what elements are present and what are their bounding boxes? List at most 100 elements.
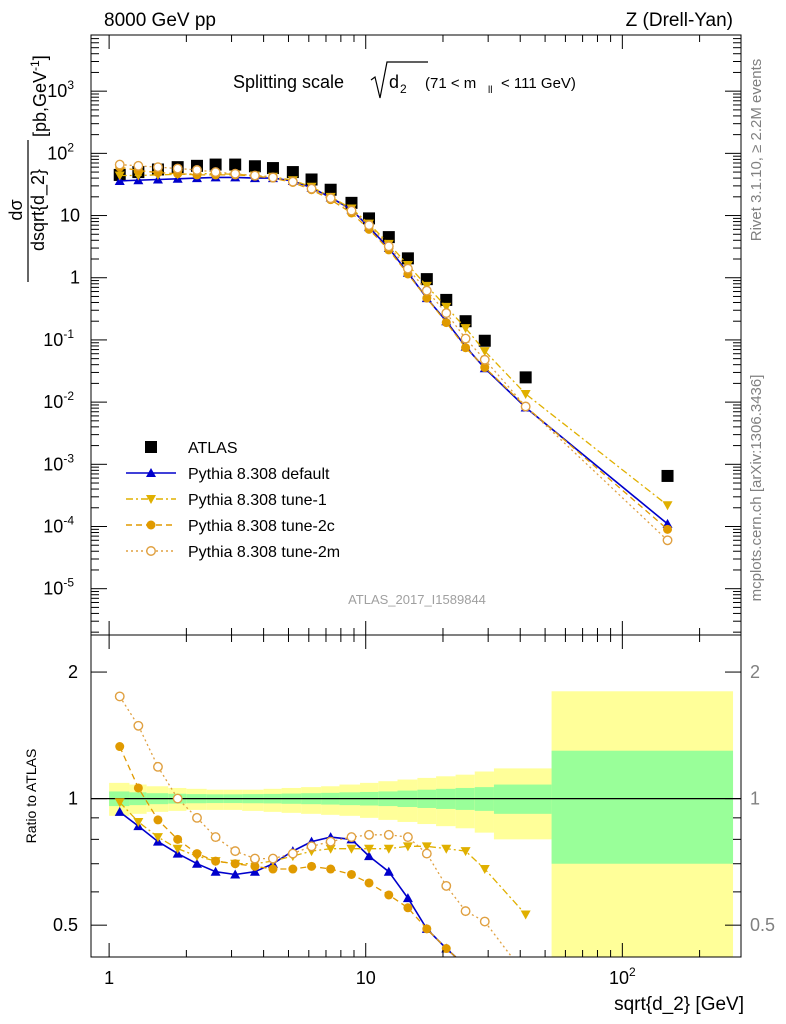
main-point-pythia-8-308-tune-2m (153, 162, 163, 173)
legend-label: ATLAS (188, 440, 238, 457)
ratio-point-pythia-8-308-tune-1 (479, 865, 490, 875)
x-tick-label: 1 (104, 968, 114, 988)
ratio-point-pythia-8-308-tune-1 (346, 844, 357, 854)
main-point-pythia-8-308-tune-2m (192, 165, 202, 175)
legend-label: Pythia 8.308 tune-2c (188, 518, 335, 535)
main-point-atlas (209, 158, 222, 171)
ratio-point-pythia-8-308-tune-2m (230, 846, 241, 857)
title-sqrt-arg: d (389, 72, 399, 92)
legend-marker (146, 468, 156, 477)
legend-marker (146, 520, 156, 530)
ratio-series-pythia-8-308-default (114, 806, 471, 970)
mcplots-label: mcplots.cern.ch [arXiv:1306.3436] (748, 375, 765, 602)
ratio-point-pythia-8-308-tune-2c (250, 861, 260, 871)
ratio-point-pythia-8-308-tune-2m (287, 848, 298, 859)
ratio-point-pythia-8-308-tune-2m (249, 853, 260, 864)
ratio-point-pythia-8-308-default (114, 806, 125, 816)
ylabel-units: [pb,GeV-1] (28, 55, 50, 137)
main-point-pythia-8-308-tune-2m (441, 308, 452, 319)
main-point-pythia-8-308-tune-2m (210, 167, 221, 178)
ratio-plot-frame (90, 634, 742, 958)
ratio-point-pythia-8-308-tune-2c (422, 924, 432, 934)
main-y-tick-label: 10-1 (43, 327, 74, 350)
ratio-point-pythia-8-308-tune-2m (479, 916, 490, 927)
ratio-point-pythia-8-308-tune-2m (441, 880, 452, 891)
main-point-pythia-8-308-tune-2m (421, 285, 432, 296)
ratio-y-tick-label-right: 0.5 (750, 915, 775, 935)
main-point-pythia-8-308-tune-1 (114, 171, 125, 181)
main-point-pythia-8-308-tune-2m (268, 172, 278, 183)
main-point-atlas (286, 166, 299, 179)
main-point-pythia-8-308-tune-2m (460, 333, 471, 344)
ratio-point-pythia-8-308-tune-2c (153, 815, 163, 825)
main-point-pythia-8-308-tune-2m (364, 220, 374, 231)
legend-entry-pythia-8-308-tune-2m: Pythia 8.308 tune-2m (126, 544, 340, 561)
analysis-watermark: ATLAS_2017_I1589844 (348, 592, 486, 607)
ratio-point-pythia-8-308-tune-2m (268, 853, 278, 864)
main-point-pythia-8-308-tune-2m (114, 159, 125, 170)
ratio-point-pythia-8-308-tune-2m (306, 841, 317, 852)
ratio-point-pythia-8-308-tune-1 (383, 844, 394, 854)
ratio-point-pythia-8-308-tune-2m (383, 829, 394, 840)
legend-marker (146, 546, 156, 556)
main-point-pythia-8-308-tune-2m (249, 170, 260, 181)
main-line-pythia-8-308-tune-2c (119, 166, 668, 530)
legend-label: Pythia 8.308 tune-1 (188, 492, 327, 509)
ratio-point-pythia-8-308-tune-2c (326, 864, 336, 874)
main-y-tick-label: 10-3 (43, 451, 74, 474)
main-point-atlas (324, 183, 337, 196)
legend-entry-pythia-8-308-tune-1: Pythia 8.308 tune-1 (126, 492, 327, 509)
ratio-y-tick-label: 0.5 (53, 915, 78, 935)
ratio-point-pythia-8-308-tune-2c (288, 864, 298, 874)
main-point-pythia-8-308-tune-2m (520, 401, 531, 412)
ratio-point-pythia-8-308-tune-1 (152, 833, 163, 843)
ratio-point-pythia-8-308-tune-2c (384, 890, 394, 900)
ratio-point-pythia-8-308-tune-2m (521, 971, 530, 980)
ratio-y-tick-label-right: 2 (750, 662, 760, 682)
ratio-point-pythia-8-308-tune-2m (364, 829, 374, 840)
main-ylabel: dσ dsqrt{d_2} [pb,GeV-1] (6, 55, 50, 282)
ratio-point-pythia-8-308-default (461, 961, 471, 970)
ratio-point-pythia-8-308-tune-1 (364, 844, 375, 854)
main-point-atlas (305, 173, 318, 186)
ratio-point-pythia-8-308-tune-1 (325, 844, 336, 854)
title-cut-a: (71 < m (425, 75, 476, 92)
ratio-point-pythia-8-308-tune-2m (402, 832, 413, 843)
main-point-pythia-8-308-tune-2m (325, 193, 336, 204)
main-plot-title: Splitting scale d 2 (71 < m ll < 111 GeV… (233, 61, 576, 99)
main-point-pythia-8-308-tune-2m (306, 183, 317, 194)
main-line-pythia-8-308-default (119, 176, 669, 525)
ratio-y-tick-label: 2 (68, 662, 78, 682)
ratio-point-pythia-8-308-tune-2c (364, 878, 374, 888)
ratio-point-pythia-8-308-tune-2m (192, 812, 202, 823)
main-point-atlas (248, 160, 261, 173)
main-point-pythia-8-308-tune-2c (461, 343, 471, 353)
ratio-point-pythia-8-308-tune-2c (441, 944, 451, 954)
ratio-axis-ticks: 1 10 102 0.5 0.5 1 1 2 2 (53, 635, 775, 988)
ratio-point-pythia-8-308-tune-2c (133, 783, 143, 793)
ratio-series-pythia-8-308-tune-2m (114, 691, 530, 980)
main-point-atlas (401, 252, 414, 265)
main-line-pythia-8-308-tune-2m (119, 163, 668, 541)
main-point-pythia-8-308-tune-2m (346, 205, 357, 216)
x-tick-label: 102 (609, 965, 636, 988)
main-point-pythia-8-308-tune-1 (460, 324, 471, 334)
title-cut-sub: ll (488, 85, 492, 96)
main-point-pythia-8-308-tune-2c (422, 293, 432, 303)
ratio-point-pythia-8-308-tune-2m (153, 761, 163, 772)
title-sqrt-sub: 2 (400, 82, 407, 96)
main-point-pythia-8-308-tune-2m (230, 168, 241, 179)
rivet-version-label: Rivet 3.1.10, ≥ 2.2M events (748, 59, 765, 242)
title-main-text: Splitting scale (233, 72, 344, 92)
legend-marker (145, 441, 157, 453)
ratio-point-pythia-8-308-tune-1 (114, 798, 125, 808)
main-point-pythia-8-308-tune-2c (441, 318, 451, 328)
ratio-point-pythia-8-308-tune-2c (403, 903, 413, 913)
ratio-y-tick-label-right: 1 (750, 789, 760, 809)
ratio-y-tick-label: 1 (68, 789, 78, 809)
main-point-pythia-8-308-tune-2m (172, 163, 183, 174)
x-tick-label: 10 (356, 968, 376, 988)
ratio-point-pythia-8-308-tune-2c (461, 961, 470, 970)
main-point-pythia-8-308-tune-1 (662, 501, 673, 511)
